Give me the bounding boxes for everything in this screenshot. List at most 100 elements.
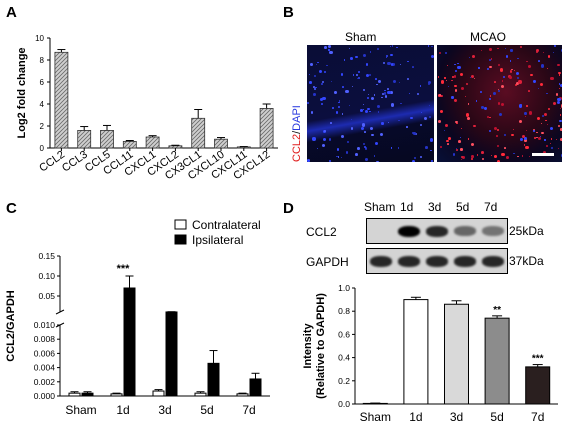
fluorescence-dot <box>558 74 561 76</box>
significance-marker: *** <box>117 263 131 275</box>
fluorescence-dot <box>471 55 475 58</box>
fluorescence-dot <box>440 110 444 114</box>
y-tick-label: 0.2 <box>338 376 350 386</box>
fluorescence-dot <box>559 120 562 123</box>
fluorescence-dot <box>400 102 402 105</box>
fluorescence-dot <box>328 45 332 49</box>
fluorescence-dot <box>321 83 323 85</box>
fluorescence-dot <box>473 77 475 79</box>
fluorescence-dot <box>496 160 501 162</box>
fluorescence-dot <box>444 77 446 79</box>
fluorescence-dot <box>539 82 543 87</box>
fluorescence-dot <box>362 143 365 146</box>
fluorescence-dot <box>469 76 472 79</box>
fluorescence-dot <box>431 160 433 162</box>
fluorescence-dot <box>465 113 470 117</box>
fluorescence-dot <box>417 93 420 96</box>
fluorescence-dot <box>375 142 379 146</box>
micrograph-title-mcao: MCAO <box>470 30 506 44</box>
fluorescence-dot <box>328 138 332 141</box>
blot-band <box>398 256 420 267</box>
fluorescence-dot <box>424 145 428 149</box>
y-tick-label: 0.000 <box>34 391 56 401</box>
significance-marker: *** <box>532 354 544 365</box>
fluorescence-dot <box>536 132 538 134</box>
bar <box>207 362 220 397</box>
fluorescence-dot <box>525 145 529 150</box>
fluorescence-dot <box>550 142 552 145</box>
fluorescence-dot <box>517 156 519 158</box>
x-tick-label: 3d <box>158 403 171 417</box>
fluorescence-dot <box>550 76 554 81</box>
bar <box>191 117 206 149</box>
fluorescence-dot <box>392 63 395 66</box>
fluorescence-dot <box>470 158 474 161</box>
fluorescence-dot <box>498 102 501 105</box>
fluorescence-dot <box>429 149 432 152</box>
fluorescence-dot <box>502 80 504 82</box>
bar <box>110 393 123 397</box>
fluorescence-dot <box>557 64 560 67</box>
blot-band <box>482 256 504 267</box>
y-tick-label: 0 <box>40 144 45 153</box>
fluorescence-dot <box>490 58 492 60</box>
bar <box>122 140 137 149</box>
fluorescence-dot <box>497 47 499 50</box>
fluorescence-dot <box>322 81 325 84</box>
fluorescence-dot <box>481 106 484 109</box>
fluorescence-dot <box>548 108 551 111</box>
fluorescence-dot <box>475 100 478 102</box>
fluorescence-dot <box>437 76 439 78</box>
fluorescence-dot <box>390 45 392 47</box>
fluorescence-dot <box>341 134 345 138</box>
fluorescence-dot <box>512 128 515 131</box>
fluorescence-dot <box>524 144 526 146</box>
bar <box>484 317 510 405</box>
fluorescence-dot <box>511 133 514 137</box>
fluorescence-dot <box>370 127 374 131</box>
fluorescence-dot <box>322 96 326 101</box>
fluorescence-dot <box>438 52 441 55</box>
bar <box>81 392 94 397</box>
fluorescence-dot <box>516 77 519 80</box>
fluorescence-dot <box>514 69 516 71</box>
fluorescence-dot <box>335 155 338 158</box>
fluorescence-dot <box>410 116 413 120</box>
fluorescence-dot <box>480 49 483 52</box>
fluorescence-dot <box>414 132 418 136</box>
fluorescence-dot <box>459 137 462 139</box>
blot-strip <box>366 248 508 274</box>
fluorescence-dot <box>445 123 449 127</box>
fluorescence-dot <box>362 89 366 92</box>
fluorescence-dot <box>364 147 368 150</box>
fluorescence-dot <box>489 130 492 133</box>
fluorescence-dot <box>514 84 517 87</box>
fluorescence-dot <box>558 83 560 85</box>
fluorescence-dot <box>307 101 310 105</box>
fluorescence-dot <box>366 74 369 78</box>
y-tick-label: 6 <box>40 78 45 87</box>
fluorescence-dot <box>350 127 354 130</box>
fluorescence-dot <box>330 121 332 124</box>
fluorescence-dot <box>376 83 378 86</box>
fluorescence-dot <box>350 57 353 60</box>
fluorescence-dot <box>367 93 369 95</box>
bar <box>100 129 114 149</box>
fluorescence-dot <box>376 160 379 162</box>
fluorescence-dot <box>319 69 323 73</box>
fluorescence-dot <box>342 86 344 89</box>
fluorescence-dot <box>412 65 415 68</box>
fluorescence-dot <box>419 85 422 87</box>
fluorescence-dot <box>390 147 393 149</box>
x-tick-label: 3d <box>450 410 463 424</box>
fluorescence-dot <box>396 46 398 49</box>
fluorescence-dot <box>471 74 475 78</box>
fluorescence-dot <box>385 95 388 98</box>
fluorescence-dot <box>346 140 349 143</box>
fluorescence-dot <box>423 117 427 121</box>
axis-break-mark <box>55 309 65 315</box>
fluorescence-dot <box>457 65 461 69</box>
fluorescence-dot <box>528 64 532 68</box>
x-tick-label: Sham <box>360 410 391 424</box>
fluorescence-dot <box>317 61 319 64</box>
